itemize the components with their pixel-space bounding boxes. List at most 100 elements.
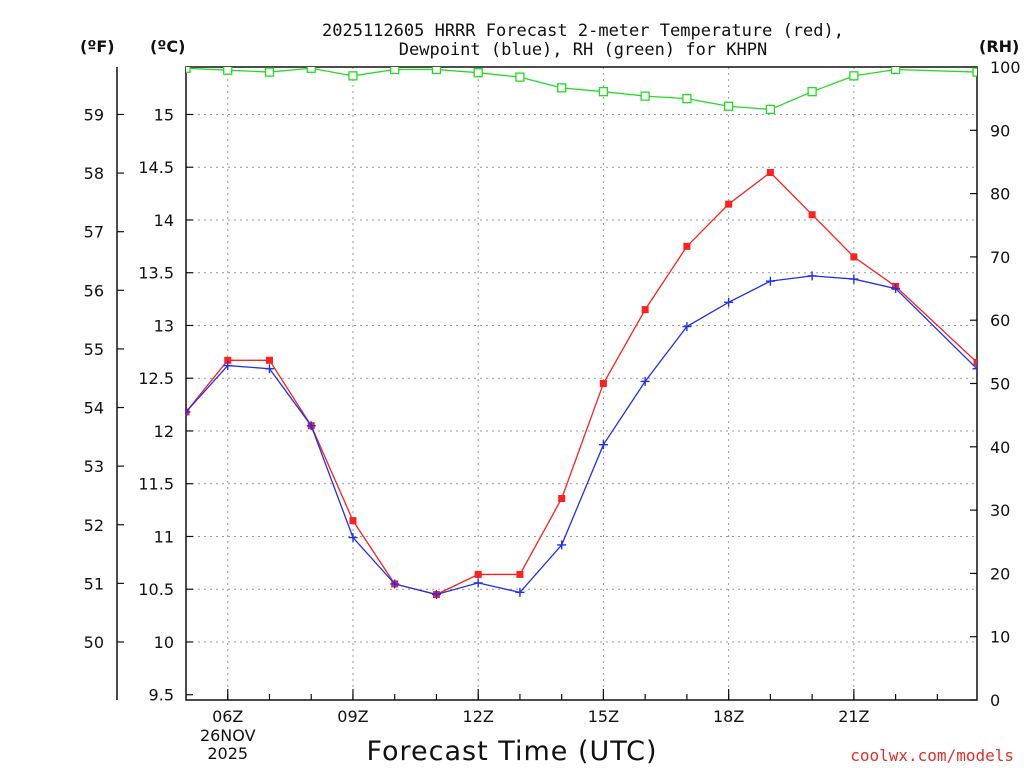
dewpoint-point (431, 590, 441, 599)
rh-tick-label: 20 (990, 564, 1010, 583)
rh-point (348, 71, 358, 81)
dewpoint-point (682, 322, 692, 332)
temperature-point (766, 169, 774, 176)
celsius-tick-label: 13 (154, 316, 174, 335)
rh-axis: 0 10 20 30 40 50 60 70 80 90 100 (970, 58, 1021, 710)
x-tick-label: 12Z (463, 707, 494, 726)
celsius-tick-label: 11.5 (138, 475, 174, 494)
fahrenheit-tick-label: 59 (84, 105, 104, 124)
temperature-point (516, 570, 524, 578)
x-tick-label: 18Z (713, 707, 744, 726)
fahrenheit-tick-label: 56 (84, 281, 104, 300)
temperature-point (224, 356, 232, 364)
celsius-tick-label: 13.5 (138, 264, 174, 283)
rh-tick-label: 30 (990, 501, 1010, 520)
rh-unit-label: (RH) (979, 37, 1019, 56)
dewpoint-point (264, 364, 274, 374)
fahrenheit-tick-label: 51 (84, 574, 104, 593)
celsius-tick-label: 14.5 (138, 158, 174, 177)
rh-point (264, 67, 275, 77)
celsius-tick-label: 11 (154, 527, 174, 546)
rh-point (598, 87, 609, 97)
site-credit: coolwx.com/models (850, 746, 1014, 765)
rh-series (186, 67, 977, 115)
x-tick-label: 15Z (588, 707, 619, 726)
dewpoint-point (598, 440, 608, 450)
dewpoint-point (849, 274, 859, 284)
x-tick-label: 09Z (337, 707, 368, 726)
rh-tick-label: 90 (990, 121, 1010, 140)
fahrenheit-tick-label: 57 (84, 223, 104, 242)
dewpoint-point (515, 587, 525, 597)
celsius-tick-label: 12.5 (138, 369, 174, 388)
dewpoint-point (348, 533, 358, 543)
rh-point (223, 67, 233, 75)
dewpoint-point (972, 364, 977, 374)
fahrenheit-tick-label: 50 (84, 633, 104, 652)
series-layer (186, 67, 977, 599)
dewpoint-point (765, 276, 775, 286)
fahrenheit-tick-label: 52 (84, 516, 104, 535)
rh-tick-label: 0 (990, 691, 1000, 710)
rh-tick-label: 60 (990, 311, 1010, 330)
celsius-unit-label: (ºC) (150, 37, 185, 56)
fahrenheit-axis: 50 51 52 53 54 55 56 57 58 59 (84, 67, 124, 700)
rh-point (807, 87, 817, 97)
celsius-axis: 9.5 10 10.5 11 11.5 12 12.5 13 13.5 14 14.5 15 (138, 105, 193, 705)
dewpoint-point (186, 407, 191, 417)
rh-point (849, 71, 859, 81)
temperature-point (599, 380, 607, 387)
celsius-tick-label: 9.5 (149, 686, 174, 705)
rh-point (557, 83, 567, 93)
fahrenheit-tick-label: 58 (84, 164, 104, 183)
rh-tick-label: 50 (990, 375, 1010, 394)
rh-point (390, 67, 400, 75)
dewpoint-line (186, 275, 977, 596)
x-axis-title: Forecast Time (UTC) (366, 736, 657, 767)
rh-point (431, 67, 442, 75)
rh-point (972, 67, 977, 77)
rh-point (682, 94, 692, 104)
dewpoint-series (186, 271, 977, 599)
fahrenheit-tick-label: 53 (84, 457, 104, 476)
rh-tick-label: 100 (990, 58, 1021, 77)
rh-tick-label: 70 (990, 248, 1010, 267)
chart-title-line-1: 2025112605 HRRR Forecast 2-meter Tempera… (322, 21, 844, 41)
celsius-tick-label: 10.5 (138, 580, 174, 599)
fahrenheit-tick-label: 55 (84, 340, 104, 359)
temperature-point (474, 570, 482, 578)
rh-point (306, 67, 316, 73)
rh-point (515, 72, 525, 82)
temperature-point (265, 356, 273, 364)
x-tick-label: 06Z (212, 707, 243, 726)
celsius-tick-label: 12 (154, 422, 174, 441)
rh-point (723, 101, 734, 111)
dewpoint-point (891, 284, 901, 294)
chart-title-line-2: Dewpoint (blue), RH (green) for KHPN (399, 40, 767, 60)
temperature-point (349, 517, 357, 525)
rh-point (186, 67, 191, 73)
rh-tick-label: 40 (990, 438, 1010, 457)
dewpoint-point (223, 361, 233, 371)
dewpoint-point (473, 578, 483, 588)
temperature-line (186, 171, 977, 596)
x-tick-label: 21Z (838, 707, 869, 726)
dewpoint-point (807, 271, 817, 281)
dewpoint-point (390, 579, 400, 589)
temperature-point (808, 211, 816, 219)
temperature-point (725, 200, 733, 208)
fahrenheit-tick-label: 54 (84, 399, 104, 418)
rh-point (473, 68, 483, 78)
dewpoint-point (640, 376, 650, 386)
plot-frame (185, 66, 978, 701)
celsius-tick-label: 10 (154, 633, 174, 652)
fahrenheit-unit-label: (ºF) (80, 37, 115, 56)
dewpoint-point (557, 540, 567, 550)
chart-title: 2025112605 HRRR Forecast 2-meter Tempera… (322, 21, 844, 60)
x-tick-sublabel: 26NOV (200, 726, 256, 745)
dewpoint-point (724, 297, 734, 307)
rh-point (890, 67, 901, 75)
rh-tick-label: 10 (990, 628, 1010, 647)
rh-point (765, 104, 776, 115)
